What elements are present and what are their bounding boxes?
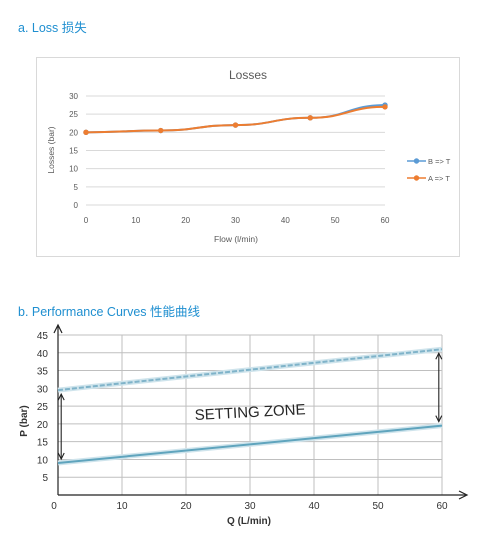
x-tick-label: 10: [116, 501, 128, 512]
x-axis-label: Q (L/min): [227, 516, 271, 527]
x-tick-label: 60: [381, 216, 390, 225]
y-tick-label: 15: [69, 147, 78, 156]
x-tick-label: 30: [231, 216, 240, 225]
data-point: [232, 122, 239, 128]
arrow-head-down: [435, 415, 443, 423]
legend-label: B => T: [428, 157, 451, 166]
y-tick-label: 30: [37, 384, 49, 395]
series-line-a-to-t: [85, 105, 386, 134]
y-axis-arrow: [53, 323, 63, 334]
x-tick-label: 50: [372, 501, 384, 512]
x-tick-label: 10: [131, 216, 140, 225]
losses-chart-box: Losses 0 5 10 15 20 25 30 0 10 20 30 40 50 60 Flow (l…: [36, 57, 460, 257]
x-tick-label: 50: [331, 216, 340, 225]
section-title-loss: a. Loss 损失: [18, 21, 87, 35]
y-tick-label: 40: [37, 349, 49, 360]
y-tick-label: 20: [37, 420, 49, 431]
x-tick-label: 20: [180, 501, 192, 512]
losses-chart: Losses 0 5 10 15 20 25 30 0 10 20 30 40 50 60 Flow (l…: [46, 68, 451, 244]
y-tick-label: 10: [37, 455, 49, 466]
max-pressure-line: [57, 348, 443, 392]
section-title-performance: b. Performance Curves 性能曲线: [18, 305, 200, 319]
x-tick-label: 0: [84, 216, 89, 225]
y-axis-label: Losses (bar): [46, 126, 56, 173]
x-axis-arrow: [458, 490, 469, 500]
data-point: [158, 127, 164, 134]
y-axis-label: P (bar): [19, 405, 30, 437]
y-tick-label: 5: [74, 183, 79, 192]
x-tick-label: 40: [308, 501, 320, 512]
arrow-head-up: [57, 392, 65, 401]
arrow-head-down: [57, 452, 65, 461]
min-pressure-line: [57, 424, 443, 464]
y-tick-label: 25: [37, 402, 49, 413]
y-tick-label: 20: [69, 128, 78, 137]
data-point: [307, 115, 313, 121]
legend-label: A => T: [428, 174, 450, 183]
legend-swatch-marker: [413, 158, 420, 164]
y-tick-label: 10: [69, 165, 78, 174]
x-tick-label: 60: [436, 501, 448, 512]
legend-swatch-marker: [413, 175, 420, 181]
y-tick-label: 0: [74, 201, 79, 210]
y-tick-label: 35: [37, 367, 49, 378]
y-tick-label: 30: [69, 92, 78, 101]
data-point: [83, 129, 89, 136]
y-tick-label: 45: [37, 331, 49, 342]
x-tick-label: 0: [51, 501, 57, 512]
performance-chart: 5 10 15 20 25 30 35 40 45 0 10 20 30 40 50 60 SETTING Z…: [19, 323, 469, 527]
x-tick-label: 30: [244, 501, 256, 512]
x-tick-label: 20: [181, 216, 190, 225]
x-axis-label: Flow (l/min): [214, 234, 258, 244]
y-tick-label: 25: [69, 110, 78, 119]
data-point: [382, 104, 388, 110]
y-tick-label: 5: [42, 473, 48, 484]
x-tick-label: 40: [281, 216, 290, 225]
series-line-b-to-t: [85, 104, 386, 134]
setting-zone-label: SETTING ZONE: [194, 401, 306, 424]
y-tick-label: 15: [37, 438, 49, 449]
arrow-head-up: [435, 351, 443, 360]
chart-title: Losses: [229, 68, 267, 82]
